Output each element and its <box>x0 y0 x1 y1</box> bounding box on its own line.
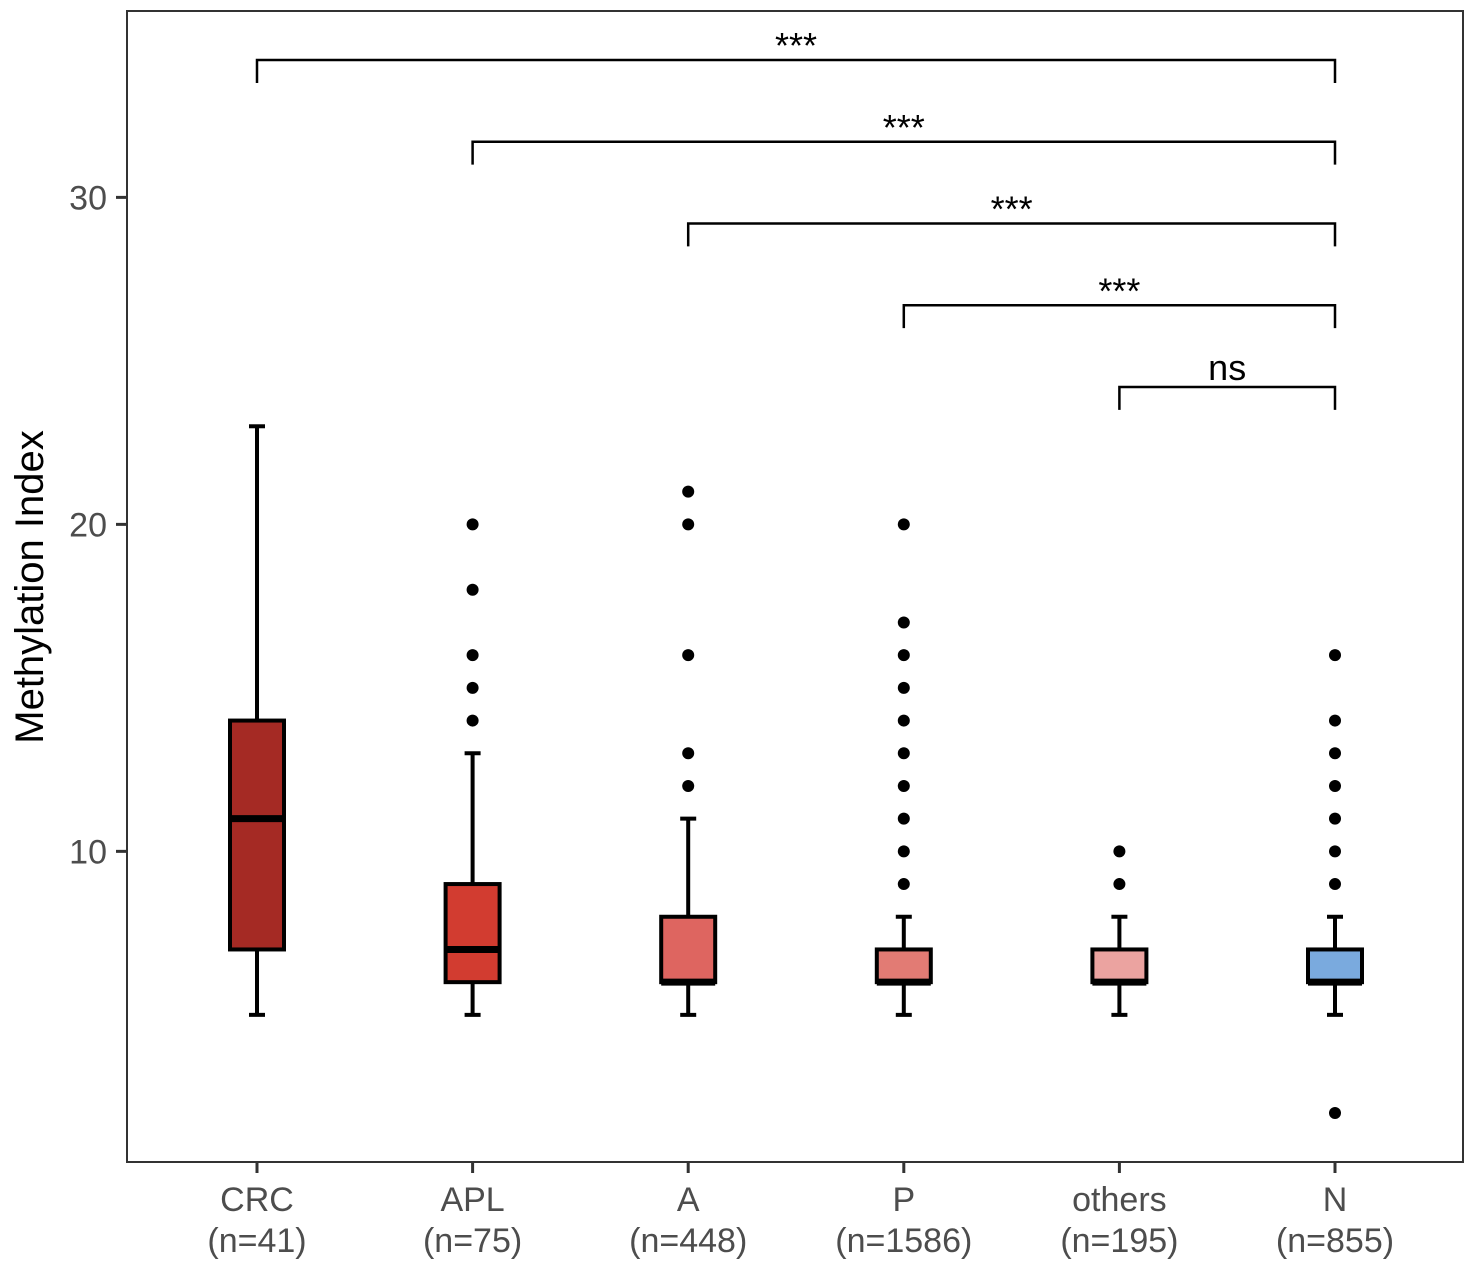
significance-label: *** <box>991 189 1033 230</box>
comparison-bracket: *** <box>686 189 1337 247</box>
y-tick-label: 30 <box>69 179 107 217</box>
panel-border <box>126 10 1464 1163</box>
outlier-point <box>466 714 479 727</box>
x-tick-label: CRC <box>220 1181 294 1219</box>
x-tick-count-label: (n=75) <box>423 1222 522 1260</box>
bracket-line <box>902 304 1337 329</box>
outlier-point <box>897 779 910 792</box>
bracket-line <box>255 58 1337 83</box>
outlier-point <box>466 681 479 694</box>
outlier-point <box>1329 747 1341 760</box>
outlier-point <box>682 747 695 760</box>
significance-label: *** <box>775 25 817 66</box>
box-body <box>874 947 933 985</box>
box-crc <box>228 424 286 1017</box>
outlier-point <box>682 649 695 662</box>
box-p <box>874 518 933 1017</box>
outlier-point <box>1329 779 1341 792</box>
box-body <box>443 882 502 985</box>
outlier-point <box>897 878 910 891</box>
comparison-bracket: *** <box>255 25 1337 83</box>
outlier-point <box>1329 649 1341 662</box>
box-n <box>1306 649 1364 1119</box>
bracket-line <box>471 140 1337 165</box>
outlier-point <box>897 649 910 662</box>
significance-label: *** <box>883 107 925 148</box>
bracket-line <box>1118 385 1337 410</box>
outlier-point <box>466 649 479 662</box>
outlier-point <box>1329 845 1341 858</box>
outlier-point <box>1329 812 1341 825</box>
comparison-bracket: ns <box>1118 347 1337 410</box>
y-tick-label: 10 <box>69 833 107 871</box>
outlier-point <box>897 845 910 858</box>
box-a <box>659 485 718 1017</box>
box-body <box>1306 947 1364 985</box>
outlier-point <box>897 812 910 825</box>
outlier-point <box>1113 878 1126 891</box>
x-tick-count-label: (n=855) <box>1276 1222 1394 1260</box>
comparison-bracket: *** <box>902 270 1337 329</box>
y-axis: 10 20 30 <box>69 179 127 871</box>
y-axis-title: Methylation Index <box>8 430 52 744</box>
boxes <box>228 424 1364 1119</box>
x-tick-count-label: (n=41) <box>207 1222 306 1260</box>
box-body <box>228 718 286 952</box>
x-tick-label: P <box>892 1181 915 1219</box>
x-axis: CRC(n=41) APL(n=75) A(n=448) P(n=1586) other… <box>207 1162 1394 1260</box>
outlier-point <box>897 681 910 694</box>
box-body <box>1090 947 1149 985</box>
outlier-point <box>682 518 695 531</box>
outlier-point <box>682 485 695 498</box>
outlier-point <box>682 779 695 792</box>
box-apl <box>443 518 502 1017</box>
outlier-point <box>897 616 910 629</box>
outlier-point <box>466 583 479 596</box>
outlier-point <box>897 518 910 531</box>
outlier-point <box>1329 714 1341 727</box>
outlier-point <box>897 747 910 760</box>
outlier-point <box>1329 1106 1341 1119</box>
x-tick-count-label: (n=195) <box>1060 1222 1178 1260</box>
outlier-point <box>1329 878 1341 891</box>
x-tick-count-label: (n=448) <box>629 1222 747 1260</box>
outlier-point <box>897 714 910 727</box>
box-others <box>1090 845 1149 1017</box>
y-tick-label: 20 <box>69 506 107 544</box>
x-tick-label: N <box>1323 1181 1348 1219</box>
x-tick-label: others <box>1072 1181 1167 1219</box>
x-tick-label: A <box>677 1181 700 1219</box>
bracket-line <box>686 222 1337 247</box>
box-body <box>659 914 718 985</box>
comparison-bracket: *** <box>471 107 1337 165</box>
x-tick-label: APL <box>440 1181 504 1219</box>
significance-brackets: *** *** *** *** ns <box>255 25 1337 410</box>
significance-label: *** <box>1098 270 1140 311</box>
outlier-point <box>466 518 479 531</box>
significance-label: ns <box>1208 347 1246 388</box>
outlier-point <box>1113 845 1126 858</box>
x-tick-count-label: (n=1586) <box>835 1222 972 1260</box>
